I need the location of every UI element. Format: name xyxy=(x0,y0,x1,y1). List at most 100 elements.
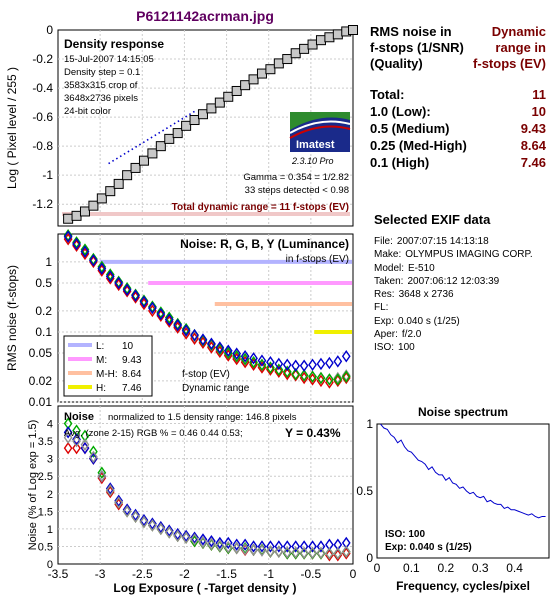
noise-pct-heading: Noise xyxy=(64,411,94,423)
exif-line: ISO: 100 xyxy=(374,341,554,354)
exif-value: f/2.0 xyxy=(401,329,422,341)
legend-key: L: xyxy=(96,341,104,352)
noise-fstop-marker-r xyxy=(341,371,351,385)
noise-pct-marker-b xyxy=(164,524,174,537)
noise-pct-marker-y xyxy=(333,547,343,560)
noise-pct-marker-y xyxy=(148,519,157,532)
exif-line: Aper: f/2.0 xyxy=(374,328,554,341)
noise-pct-x-tick-label: -0.5 xyxy=(301,567,322,581)
noise-fstop-subheading: in f-stops (EV) xyxy=(286,254,349,265)
rms-row: 0.5 (Medium) 9.43 xyxy=(370,120,546,137)
noise-pct-x-tick-label: 0 xyxy=(350,567,357,581)
noise-pct-marker-b xyxy=(223,536,233,550)
density-step-marker xyxy=(315,35,326,46)
annot-fstop: f-stop (EV) xyxy=(182,369,230,380)
spectrum-x-label: Frequency, cycles/pixel xyxy=(396,579,530,593)
noise-fstop-marker-b xyxy=(156,307,166,321)
density-step-marker xyxy=(282,54,293,65)
noise-pct-norm-text: normalized to 1.5 density range: 146.8 p… xyxy=(108,412,297,423)
noise-pct-y-tick-label: 3 xyxy=(47,454,53,466)
noise-pct-marker-b xyxy=(190,531,199,544)
noise-fstop-y-tick-label: 0.02 xyxy=(29,374,53,388)
noise-fstop-marker-b xyxy=(299,359,309,372)
density-info-0: 15-Jul-2007 14:15:05 xyxy=(64,54,154,65)
noise-pct-marker-b xyxy=(207,534,216,548)
noise-fstop-marker-b xyxy=(240,350,250,363)
exif-value: 100 xyxy=(398,342,415,354)
noise-pct-x-tick-label: -1 xyxy=(263,567,274,581)
noise-fstop-marker-g xyxy=(333,373,343,386)
noise-fstop-marker-y xyxy=(333,371,343,385)
noise-fstop-marker-g xyxy=(308,370,317,383)
noise-pct-marker-y xyxy=(63,431,73,444)
density-step-marker xyxy=(248,74,259,85)
density-step-marker xyxy=(96,193,107,204)
legend-value: 10 xyxy=(122,341,134,352)
noise-pct-avg-text: Avg. (zone 2-15) RGB % = 0.46 0.44 0.53; xyxy=(64,428,243,439)
exif-key: Make: xyxy=(374,249,402,261)
noise-fstop-y-tick-label: 1 xyxy=(45,255,52,269)
noise-fstop-marker-b xyxy=(97,262,107,275)
noise-fstop-marker-g xyxy=(274,363,284,376)
noise-pct-marker-r xyxy=(72,441,81,455)
noise-pct-y-tick-label: 3.5 xyxy=(38,436,53,448)
noise-pct-marker-y xyxy=(131,510,140,523)
density-markers xyxy=(63,25,358,224)
noise-pct-marker-y xyxy=(122,505,132,518)
rms-row: 0.25 (Med-High) 8.64 xyxy=(370,137,546,154)
density-step-marker xyxy=(181,120,192,131)
noise-pct-marker-y xyxy=(274,545,284,558)
imatest-logo-text: Imatest xyxy=(296,139,335,151)
rms-head-right-0: Dynamic xyxy=(491,24,546,39)
noise-fstop-marker-g xyxy=(316,371,326,385)
rms-head-left: RMS noise in f-stops (1/SNR) (Quality) xyxy=(370,24,480,72)
density-step-marker xyxy=(299,43,310,54)
spectrum-x-tick-label: 0.4 xyxy=(506,561,523,575)
rms-row: 1.0 (Low): 10 xyxy=(370,103,546,120)
legend-key: H: xyxy=(96,383,106,394)
exif-value: 3648 x 2736 xyxy=(398,289,454,301)
noise-fstop-marker-y xyxy=(341,369,351,382)
noise-pct-marker-b xyxy=(291,540,301,553)
legend-value: 8.64 xyxy=(122,369,142,380)
noise-fstop-marker-g xyxy=(291,367,301,381)
imatest-logo: Imatest xyxy=(289,112,351,152)
noise-pct-marker-b xyxy=(131,508,140,522)
exif-line: File: 2007:07:15 14:13:18 xyxy=(374,235,554,248)
noise-pct-x-label: Log Exposure ( -Target density ) xyxy=(113,581,296,595)
noise-pct-marker-r xyxy=(63,441,73,455)
density-step-marker xyxy=(214,97,225,108)
noise-fstop-marker-g xyxy=(72,236,81,249)
noise-pct-marker-b xyxy=(325,538,334,551)
density-step-marker xyxy=(265,64,276,75)
noise-fstop-marker-g xyxy=(63,229,73,242)
noise-fstop-marker-b xyxy=(190,328,199,342)
spectrum-y-tick-label: 0 xyxy=(366,551,373,565)
density-step-marker xyxy=(113,178,124,189)
noise-pct-marker-r xyxy=(325,549,334,562)
noise-fstop-y-label: RMS noise (f-stops) xyxy=(5,265,19,371)
rms-row-label: 1.0 (Low): xyxy=(370,104,431,119)
annot-dynamic-range: Dynamic range xyxy=(182,383,250,394)
density-step-marker xyxy=(147,148,158,159)
density-step-marker xyxy=(206,103,217,114)
density-y-tick-label: -0.6 xyxy=(32,110,53,124)
density-step-marker xyxy=(348,25,358,35)
noise-fstop-marker-b xyxy=(173,318,183,332)
noise-pct-marker-g xyxy=(63,417,73,430)
noise-pct-marker-g xyxy=(97,466,107,479)
density-step-marker xyxy=(71,210,82,221)
noise-pct-ticks: -3.5 -3 -2.5 -2 -1.5 -1 -0.5 0 0 0.5 1 1.5 2 2.5 3 3.5 4 xyxy=(38,419,357,581)
exif-value: 0.040 s (1/25) xyxy=(398,315,460,327)
noise-fstop-marker-b xyxy=(341,350,351,363)
noise-pct-marker-b xyxy=(122,503,132,516)
quality-lines xyxy=(100,259,352,334)
steps-text: 33 steps detected < 0.98 xyxy=(245,185,349,196)
noise-pct-y-label: Noise (% of Log exp = 1.5) xyxy=(27,420,39,551)
noise-fstop-marker-g xyxy=(181,322,191,336)
noise-fstop-marker-b xyxy=(232,347,242,360)
rms-row-label: 0.25 (Med-High) xyxy=(370,138,467,153)
noise-fstop-marker-b xyxy=(198,333,208,346)
exif-key: Model: xyxy=(374,262,405,274)
